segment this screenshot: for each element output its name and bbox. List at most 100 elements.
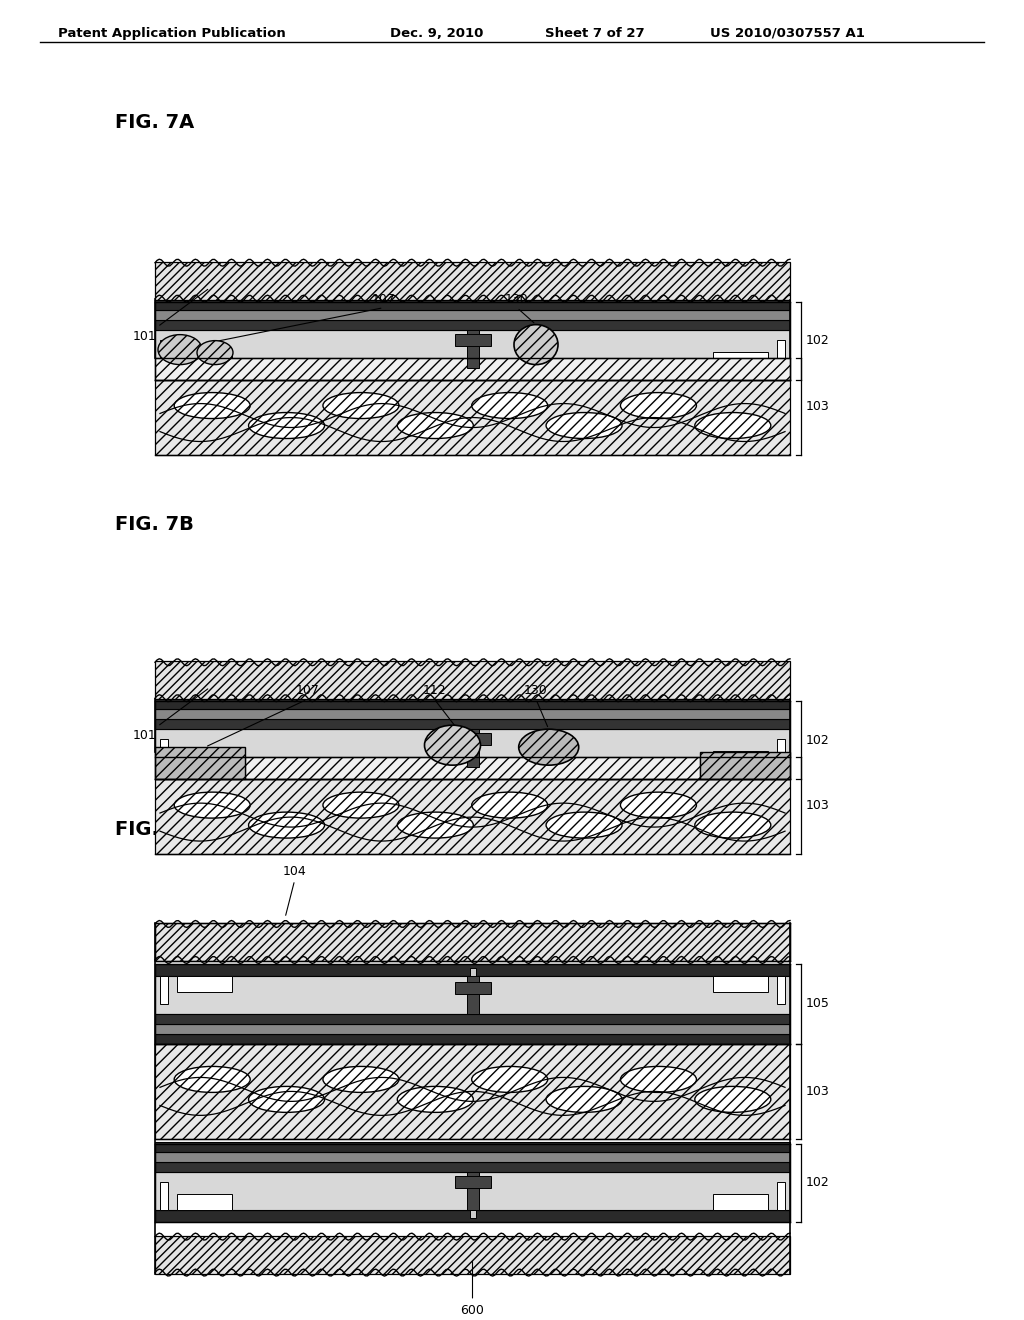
Bar xyxy=(177,751,232,767)
Ellipse shape xyxy=(546,812,622,838)
Bar xyxy=(155,1162,790,1172)
Bar xyxy=(155,380,790,454)
Bar xyxy=(155,923,790,961)
Ellipse shape xyxy=(519,729,579,766)
Ellipse shape xyxy=(695,413,771,438)
Bar xyxy=(155,779,790,854)
Bar xyxy=(713,975,768,991)
Bar xyxy=(713,751,768,767)
Bar xyxy=(177,351,232,367)
Bar xyxy=(155,1044,790,1139)
Bar xyxy=(155,300,790,310)
Text: FIG. 7B: FIG. 7B xyxy=(115,515,194,535)
Text: FIG. 7C: FIG. 7C xyxy=(115,820,194,840)
Text: Sheet 7 of 27: Sheet 7 of 27 xyxy=(545,26,645,40)
Bar xyxy=(155,747,245,779)
Bar xyxy=(455,1176,490,1188)
Bar xyxy=(155,261,790,300)
Bar xyxy=(467,975,478,1014)
Ellipse shape xyxy=(158,335,202,364)
Text: US 2010/0307557 A1: US 2010/0307557 A1 xyxy=(710,26,865,40)
Bar xyxy=(155,1142,790,1152)
Ellipse shape xyxy=(397,413,473,438)
Bar xyxy=(455,982,490,994)
Text: 101: 101 xyxy=(133,689,208,742)
Bar xyxy=(155,975,790,1014)
Bar xyxy=(155,1172,790,1209)
Ellipse shape xyxy=(249,1086,325,1113)
Bar xyxy=(155,1034,790,1044)
Ellipse shape xyxy=(323,792,399,818)
Ellipse shape xyxy=(472,392,548,418)
Text: 103: 103 xyxy=(806,400,829,413)
Text: 102: 102 xyxy=(806,734,829,747)
Ellipse shape xyxy=(174,392,250,418)
Ellipse shape xyxy=(621,792,696,818)
Bar xyxy=(177,1193,232,1209)
Bar xyxy=(700,752,790,779)
Bar xyxy=(155,661,790,700)
Bar xyxy=(155,1024,790,1034)
Bar xyxy=(155,367,790,380)
Text: 105: 105 xyxy=(806,998,829,1010)
Bar xyxy=(469,1209,475,1217)
Ellipse shape xyxy=(397,812,473,838)
Ellipse shape xyxy=(397,1086,473,1113)
Text: 600: 600 xyxy=(461,1262,484,1316)
Bar xyxy=(469,767,475,775)
Text: 102: 102 xyxy=(806,334,829,347)
Bar xyxy=(245,758,700,779)
Bar xyxy=(155,767,790,779)
Ellipse shape xyxy=(174,792,250,818)
Text: 102: 102 xyxy=(806,1176,829,1189)
Bar xyxy=(155,330,790,367)
Bar xyxy=(455,334,490,346)
Bar xyxy=(160,339,168,367)
Ellipse shape xyxy=(174,1067,250,1093)
Ellipse shape xyxy=(323,392,399,418)
Ellipse shape xyxy=(621,1067,696,1093)
Ellipse shape xyxy=(197,341,233,364)
Bar xyxy=(777,739,785,767)
Bar xyxy=(777,975,785,1005)
Bar xyxy=(155,700,790,709)
Bar xyxy=(455,733,490,746)
Bar xyxy=(713,351,768,367)
Bar xyxy=(155,319,790,330)
Bar xyxy=(155,1236,790,1274)
Bar xyxy=(713,1193,768,1209)
Ellipse shape xyxy=(546,413,622,438)
Bar xyxy=(155,729,790,767)
Ellipse shape xyxy=(472,1067,548,1093)
Bar xyxy=(177,975,232,991)
Ellipse shape xyxy=(621,392,696,418)
Ellipse shape xyxy=(546,1086,622,1113)
Bar xyxy=(777,1181,785,1209)
Ellipse shape xyxy=(514,325,558,364)
Bar xyxy=(777,339,785,367)
Text: FIG. 7A: FIG. 7A xyxy=(115,112,195,132)
Bar xyxy=(155,709,790,719)
Text: Dec. 9, 2010: Dec. 9, 2010 xyxy=(390,26,483,40)
Text: 104: 104 xyxy=(283,865,306,878)
Bar xyxy=(155,1152,790,1162)
Ellipse shape xyxy=(695,1086,771,1113)
Bar xyxy=(155,964,790,975)
Bar xyxy=(160,1181,168,1209)
Text: 130: 130 xyxy=(524,684,548,697)
Text: 101: 101 xyxy=(133,289,208,343)
Text: 107: 107 xyxy=(372,293,395,306)
Text: 103: 103 xyxy=(806,1085,829,1098)
Ellipse shape xyxy=(425,725,480,766)
Bar xyxy=(467,330,478,367)
Text: 112: 112 xyxy=(423,684,446,697)
Ellipse shape xyxy=(695,812,771,838)
Bar xyxy=(155,1209,790,1221)
Ellipse shape xyxy=(472,792,548,818)
Text: 107: 107 xyxy=(296,684,319,697)
Ellipse shape xyxy=(249,413,325,438)
Bar xyxy=(155,719,790,729)
Ellipse shape xyxy=(249,812,325,838)
Bar xyxy=(467,729,478,767)
Text: 130: 130 xyxy=(505,293,528,306)
